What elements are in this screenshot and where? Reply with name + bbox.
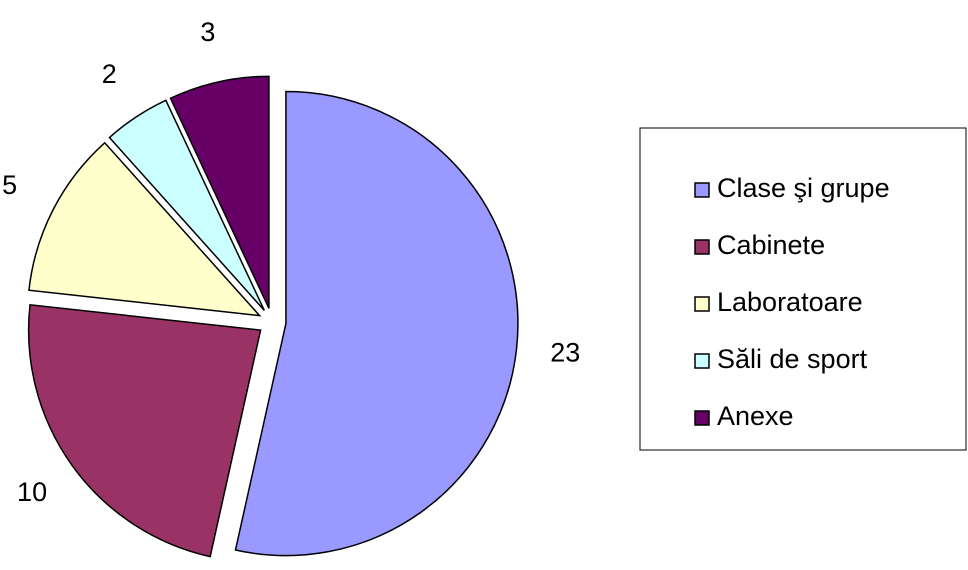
legend-swatch	[694, 182, 710, 198]
pie-slice	[27, 303, 262, 558]
legend-swatch	[694, 239, 710, 255]
legend-swatch	[694, 410, 710, 426]
legend-box	[639, 127, 967, 451]
pie-slice	[169, 75, 270, 309]
data-label: 3	[200, 17, 215, 47]
data-label: 5	[2, 170, 17, 200]
legend-swatch	[694, 296, 710, 312]
legend-swatch	[694, 353, 710, 369]
data-label: 10	[17, 477, 47, 507]
pie-slice	[234, 90, 519, 557]
legend-label: Laboratoare	[717, 287, 863, 317]
data-label: 2	[102, 59, 117, 89]
pie-slice	[28, 141, 262, 317]
legend-label: Anexe	[717, 401, 794, 431]
legend-label: Clase şi grupe	[717, 173, 890, 203]
legend-label: Săli de sport	[717, 344, 868, 374]
data-label: 23	[550, 337, 580, 367]
legend-label: Cabinete	[717, 230, 825, 260]
pie-slice	[108, 99, 265, 311]
